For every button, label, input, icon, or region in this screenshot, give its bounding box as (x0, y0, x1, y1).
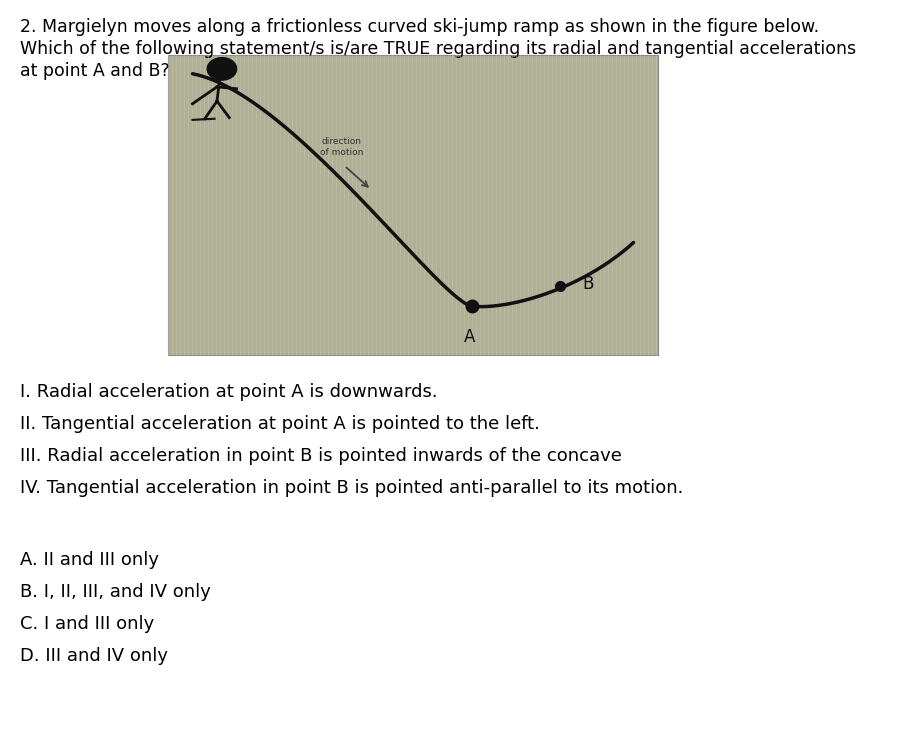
Text: B. I, II, III, and IV only: B. I, II, III, and IV only (20, 583, 211, 601)
Text: D. III and IV only: D. III and IV only (20, 647, 168, 665)
Text: 2. Margielyn moves along a frictionless curved ski-jump ramp as shown in the fig: 2. Margielyn moves along a frictionless … (20, 18, 819, 36)
Text: B: B (582, 275, 593, 293)
Bar (168, 55, 658, 355)
Text: II. Tangential acceleration at point A is pointed to the left.: II. Tangential acceleration at point A i… (20, 415, 540, 433)
Text: I. Radial acceleration at point A is downwards.: I. Radial acceleration at point A is dow… (20, 383, 437, 401)
Text: Which of the following statement/s is/are TRUE regarding its radial and tangenti: Which of the following statement/s is/ar… (20, 40, 856, 58)
Text: A: A (464, 328, 475, 346)
Text: IV. Tangential acceleration in point B is pointed anti-parallel to its motion.: IV. Tangential acceleration in point B i… (20, 479, 683, 497)
Text: A. II and III only: A. II and III only (20, 551, 159, 569)
Text: III. Radial acceleration in point B is pointed inwards of the concave: III. Radial acceleration in point B is p… (20, 447, 622, 465)
Text: C. I and III only: C. I and III only (20, 615, 154, 633)
Text: at point A and B?: at point A and B? (20, 62, 169, 80)
Text: direction
of motion: direction of motion (320, 137, 364, 156)
Circle shape (207, 57, 237, 80)
